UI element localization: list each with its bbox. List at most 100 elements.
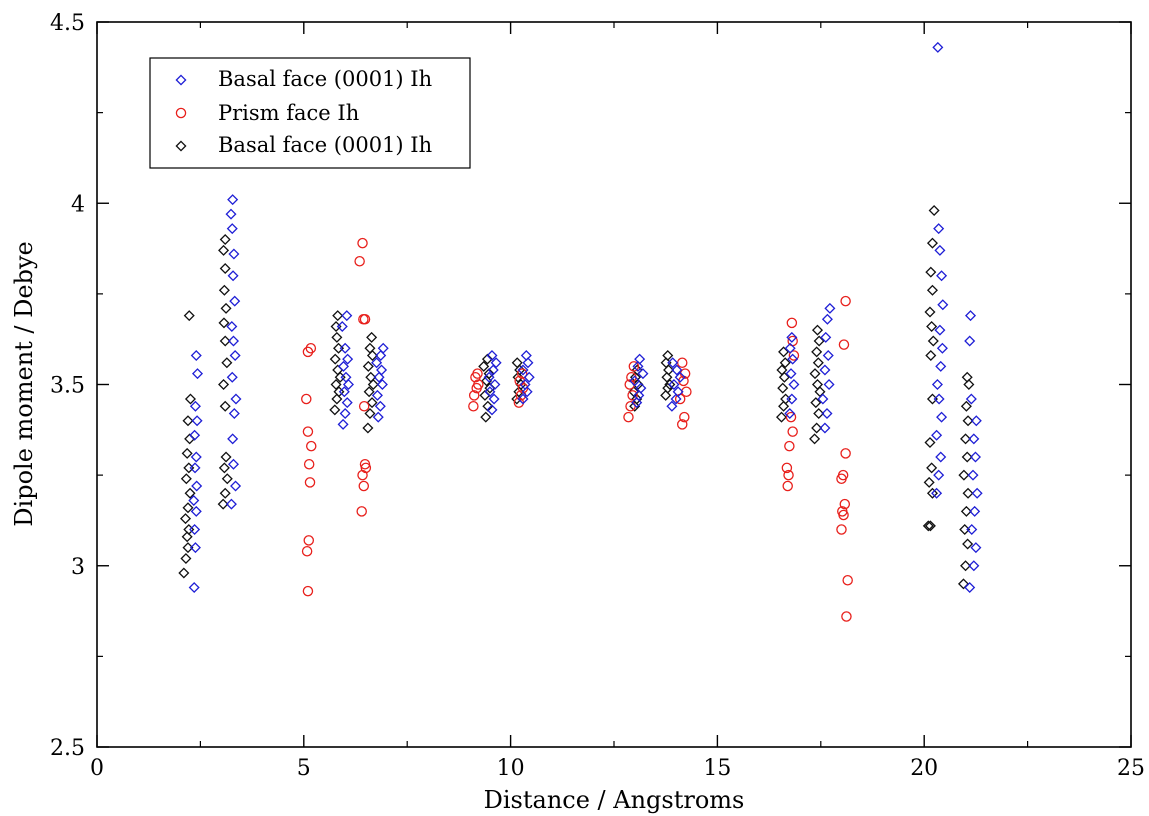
axis-ticks: 0 5 10 15 20 25 2.5 3 3.5 4 4.5 [50,11,1145,781]
series-1-point [634,353,646,365]
series-1-point [819,422,831,434]
legend-markers [175,74,187,152]
series-3-point [811,422,823,434]
legend: Basal face (0001) Ih Prism face Ih Basal… [149,57,471,169]
series-1-point [969,451,982,463]
y-axis-label: Dipole moment / Debye [10,241,38,526]
series-1-point [520,349,532,362]
series-3-point [331,393,343,405]
series-1-point [522,357,534,369]
series-3-point [363,386,375,398]
series-3-point [221,473,233,485]
series-1-point [970,415,982,427]
series-1-point [931,378,943,391]
series-2-point [303,535,315,546]
series-2-point [781,462,793,474]
series-3-point [362,422,374,434]
series-1-point [486,349,498,362]
series-3-point [923,476,935,488]
legend-marker-series-1 [175,74,187,86]
series-3-point [809,368,821,380]
x-tick-label: 25 [1117,756,1145,781]
series-1-point [632,360,644,372]
series-1-point [788,378,800,391]
series-3-point [778,400,790,412]
series-3-point [218,244,230,256]
series-3-point [181,531,193,543]
series-1-point [822,349,834,362]
series-1-point [188,494,200,507]
series-2-point [840,295,851,307]
series-3-point [329,353,341,365]
series-1-point [191,368,204,380]
series-3-point [366,331,378,343]
series-2-point [787,426,798,437]
series-3-point [813,335,825,347]
series-3-point [926,320,938,333]
series-1-point [936,342,948,354]
series-1-point [934,244,946,256]
series-3-point [220,302,232,314]
series-1-point [337,360,350,372]
series-2-point [305,440,317,452]
series-1-point [226,223,238,235]
series-1-point [932,41,944,53]
series-3-point [333,342,345,354]
series-3-point [330,320,342,333]
series-2-point [472,368,483,379]
series-1-point [968,433,980,445]
series-2-point [516,368,528,379]
series-2-point [836,524,847,535]
series-3-point [219,400,231,412]
series-1-point [969,505,981,517]
series-1-point [374,400,386,412]
x-tick-label: 0 [90,756,104,781]
series-3-point [811,346,823,358]
series-3-point [963,378,975,391]
series-1-point [227,270,239,282]
series-1-point [376,378,388,391]
series-1-point [337,418,349,430]
series-3-point [925,266,937,278]
series-3-point [777,382,789,394]
series-1-point [338,386,350,398]
series-1-point [226,320,238,333]
series-3-point [924,306,936,318]
series-1-point [820,331,832,343]
series-3-point [810,397,822,409]
series-1-point [931,429,943,441]
x-tick-label: 10 [497,756,525,781]
series-1-point [339,407,351,420]
series-1-point [964,335,976,347]
series-3-point [478,360,490,372]
series-1-point [229,295,241,307]
series-1-point [339,342,351,354]
series-2-point [839,498,851,510]
series-3-point [219,262,231,275]
series-3-point [962,487,974,499]
series-1-point [629,375,641,387]
series-1-point [189,462,201,474]
series-2-point [842,575,853,586]
series-3-point [775,411,788,423]
series-3-point [184,393,196,405]
series-3-point [218,317,230,329]
series-1-point [342,378,354,391]
series-2-point [359,313,371,325]
series-1-point [230,393,242,405]
legend-marker-series-3 [175,140,187,152]
series-1-point [936,270,948,282]
series-1-point [787,353,799,365]
series-1-point [490,357,502,369]
series-1-point [933,469,945,481]
series-3-point [219,487,231,499]
series-3-point [779,357,791,369]
series-3-point [925,349,937,362]
series-1-point [342,353,354,365]
series-3-point [366,397,378,409]
series-1-point [519,378,531,391]
series-1-point [341,310,353,322]
series-1-point [336,320,348,333]
series-3-point [927,335,939,347]
series-3-point [219,335,231,347]
